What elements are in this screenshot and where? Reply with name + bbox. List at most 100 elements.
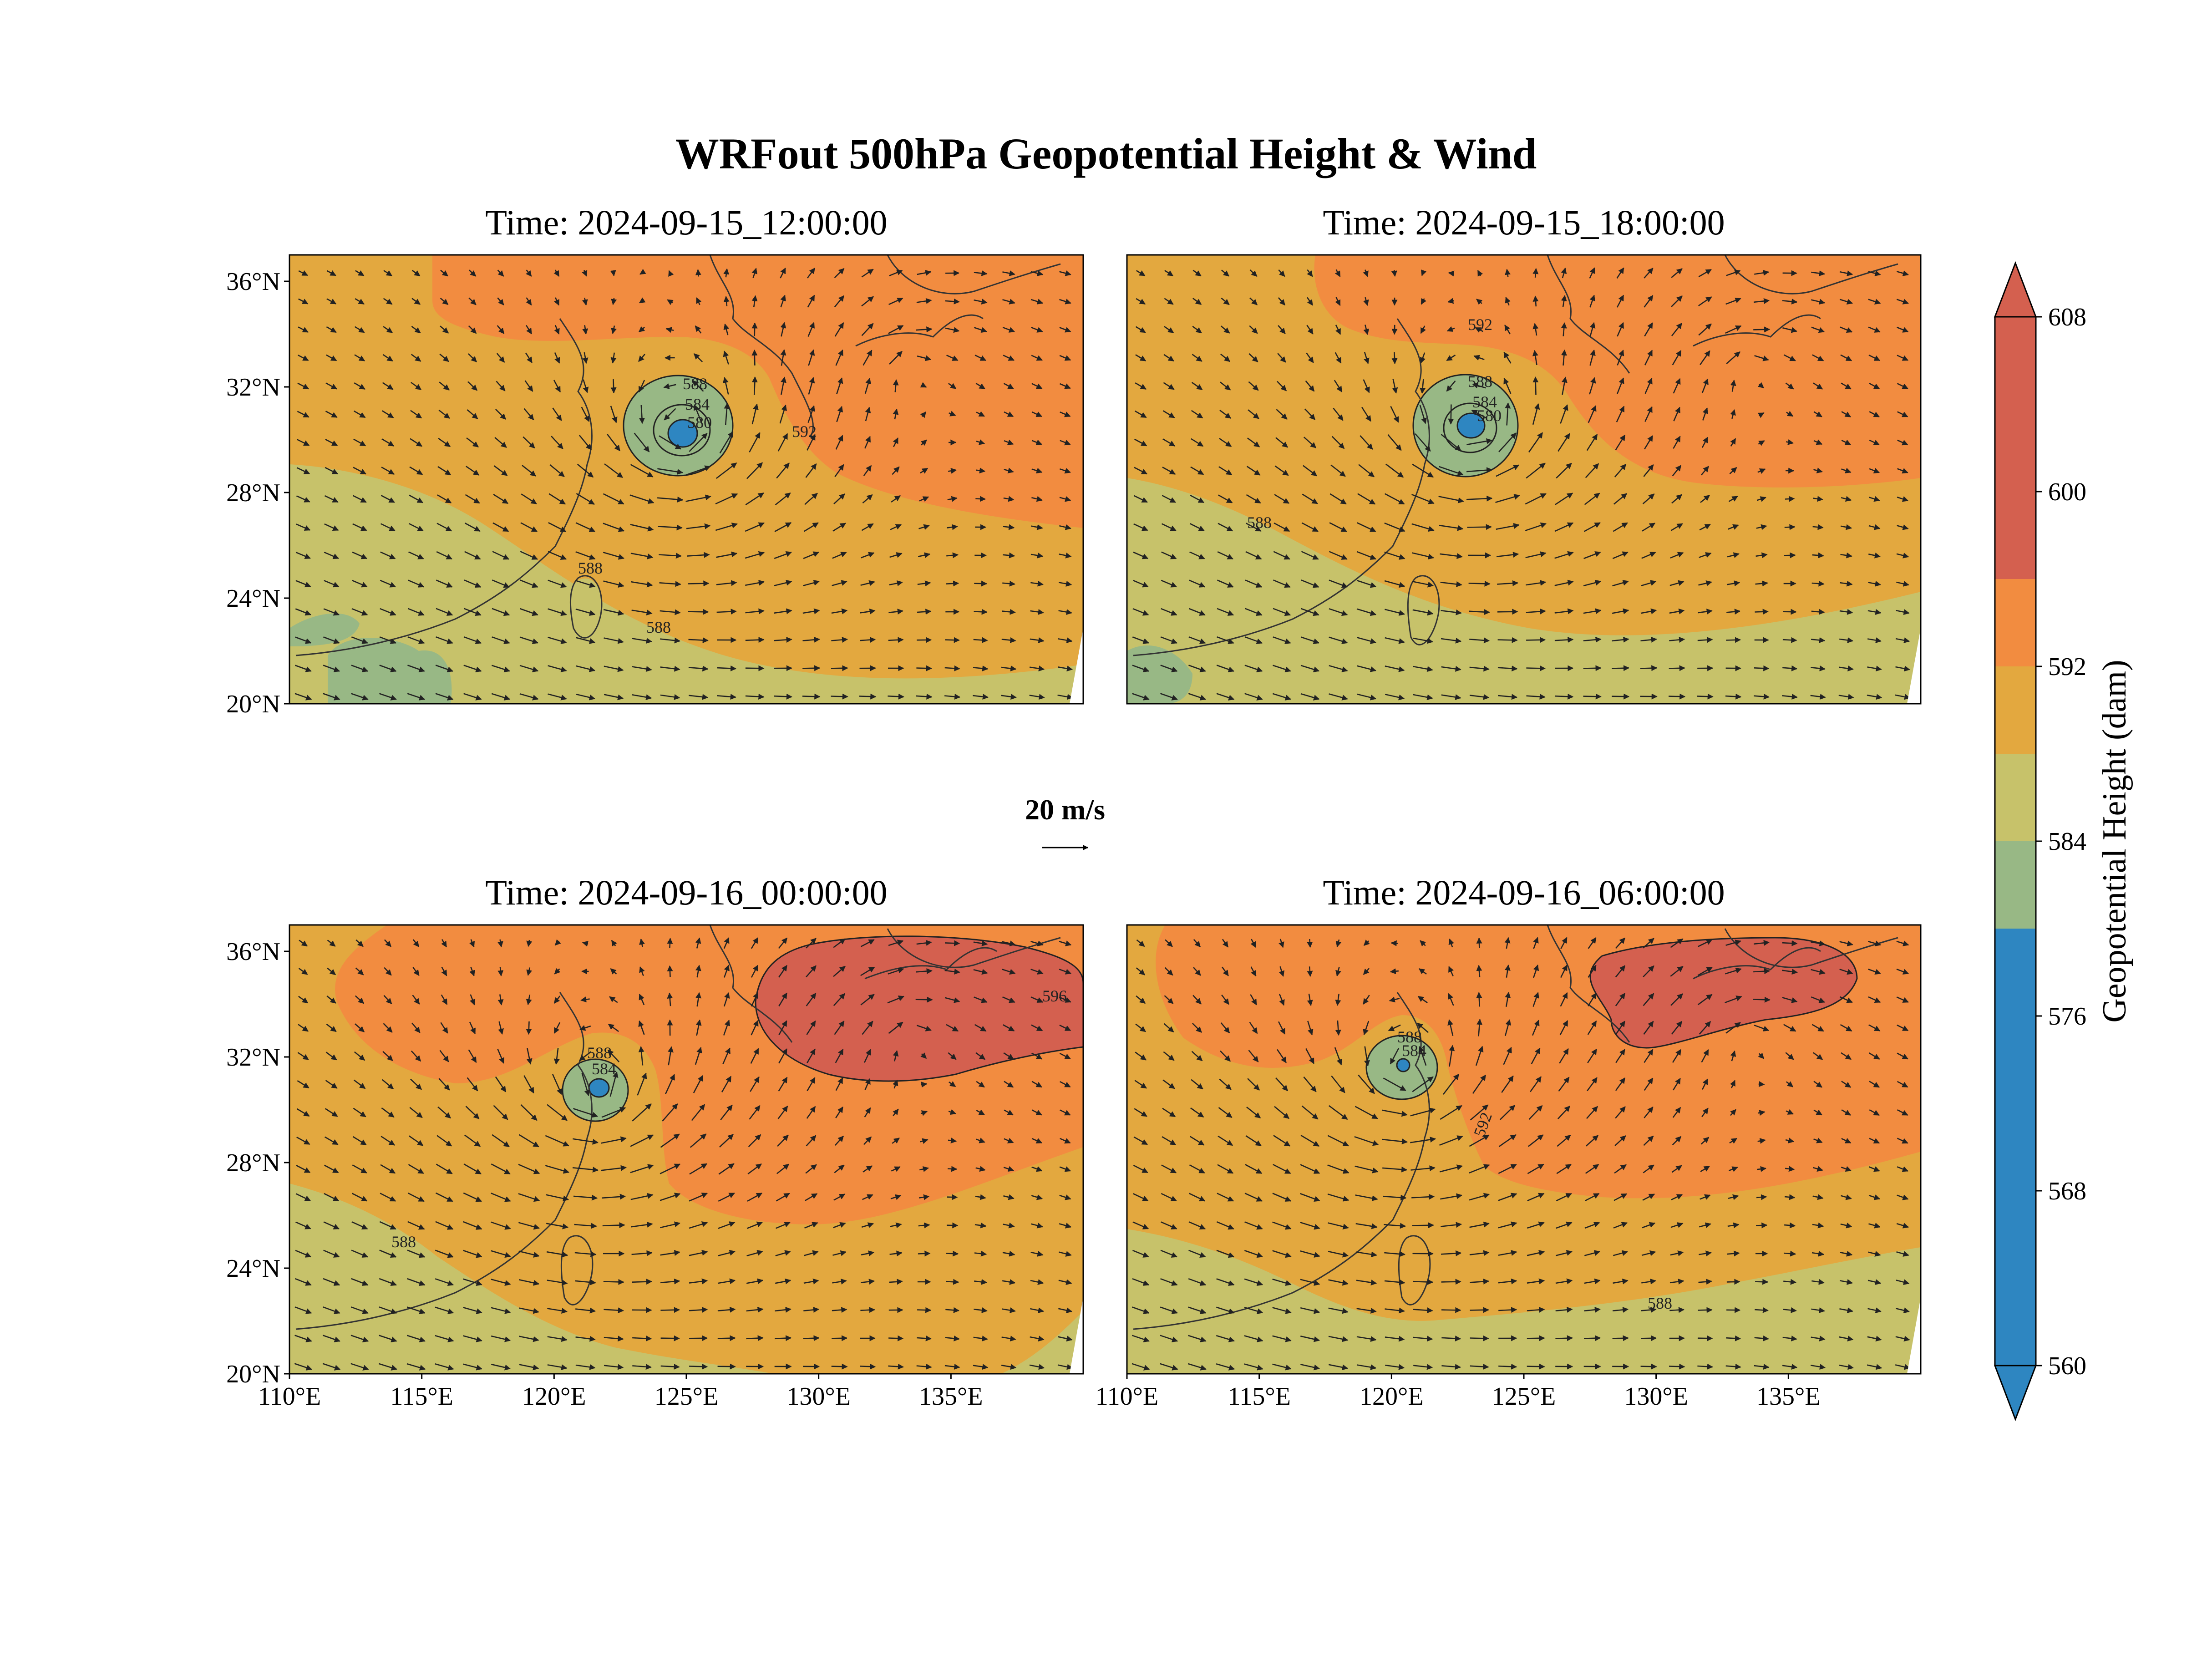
- tick-label: 32°N: [226, 373, 280, 401]
- wind-vector: [947, 524, 958, 530]
- wind-vector: [1466, 438, 1492, 446]
- wind-vector: [893, 408, 899, 420]
- map-panel-4: Time: 2024-09-16_06:00:00 588 584 592 58…: [1126, 873, 1922, 1375]
- wind-vector: [326, 298, 337, 305]
- wind-vector: [1057, 694, 1073, 700]
- wind-vector: [1756, 524, 1767, 530]
- wind-vector: [921, 1082, 928, 1088]
- wind-vector: [1031, 496, 1043, 502]
- wind-vector: [717, 694, 736, 700]
- reference-vector-label: 20 m/s: [1025, 793, 1105, 826]
- tick-label: 130°E: [786, 1382, 851, 1411]
- wind-vector: [493, 465, 508, 476]
- tick-label: 20°N: [226, 690, 280, 718]
- wind-vector: [692, 380, 704, 392]
- wind-vector: [1440, 553, 1463, 559]
- wind-vector: [804, 493, 818, 505]
- wind-vector: [715, 493, 738, 505]
- wind-vector: [1058, 609, 1072, 615]
- wind-vector: [326, 270, 336, 276]
- wind-vector: [1528, 432, 1543, 453]
- wind-vector: [836, 406, 843, 422]
- wind-vector: [920, 439, 927, 446]
- panel-time-label: Time: 2024-09-15_12:00:00: [485, 203, 887, 242]
- wind-vector: [1030, 299, 1044, 305]
- wind-vector: [1756, 496, 1766, 502]
- wind-vector: [1701, 466, 1709, 476]
- wind-vector: [1495, 494, 1520, 503]
- wind-vector: [1643, 464, 1654, 477]
- wind-vector: [611, 325, 617, 334]
- wind-vector: [1644, 350, 1653, 366]
- wind-vector: [1672, 465, 1682, 477]
- colorbar-tick-label: 560: [2048, 1352, 2086, 1380]
- wind-vector: [1756, 1194, 1767, 1200]
- wind-vector: [1441, 434, 1461, 451]
- wind-vector: [526, 297, 532, 306]
- wind-vector: [919, 496, 929, 502]
- wind-vector: [1221, 269, 1230, 277]
- wind-vector: [1784, 1222, 1796, 1229]
- wind-vector: [525, 352, 533, 363]
- wind-vector: [946, 552, 959, 559]
- wind-vector: [354, 354, 365, 361]
- wind-vector: [382, 354, 393, 362]
- wind-vector: [920, 382, 927, 388]
- wind-vector: [834, 464, 844, 477]
- wind-vector: [1585, 463, 1599, 478]
- wind-vector: [523, 436, 535, 449]
- wind-vector: [638, 354, 645, 362]
- wind-vector: [834, 295, 845, 308]
- wind-vector: [833, 493, 845, 504]
- wind-vector: [831, 637, 848, 643]
- wind-vector: [464, 608, 482, 616]
- wind-vector: [383, 298, 393, 305]
- wind-vector: [381, 438, 395, 447]
- wind-vector: [1331, 436, 1345, 449]
- wind-vector: [1532, 268, 1539, 278]
- wind-vector: [495, 409, 507, 420]
- wind-vector: [610, 352, 617, 364]
- wind-vector: [780, 267, 786, 279]
- wind-vector: [1839, 270, 1853, 276]
- wind-vector: [382, 410, 394, 418]
- wind-vector: [1303, 465, 1318, 477]
- wind-vector: [1305, 380, 1315, 392]
- wind-vector: [1868, 354, 1881, 361]
- wind-vector: [1217, 551, 1233, 559]
- wind-vector: [1644, 295, 1654, 308]
- wind-vector: [1841, 496, 1852, 502]
- wind-vector: [746, 1335, 764, 1341]
- wind-vector: [1644, 378, 1653, 394]
- wind-vector: [1161, 551, 1177, 559]
- wind-vector: [410, 438, 423, 447]
- wind-vector: [1304, 408, 1316, 420]
- wind-vector: [1869, 382, 1880, 390]
- wind-vector: [582, 297, 588, 306]
- wind-vector: [381, 495, 395, 503]
- wind-vector: [1588, 405, 1597, 423]
- contour-label: 588: [587, 1044, 612, 1062]
- wind-vector: [610, 406, 618, 423]
- wind-vector: [1306, 352, 1314, 363]
- wind-vector: [630, 523, 654, 532]
- wind-vector: [1059, 299, 1071, 305]
- wind-vector: [519, 636, 539, 644]
- low-core-576: [1456, 412, 1486, 439]
- wind-vector: [1133, 523, 1148, 531]
- wind-vector: [1813, 496, 1823, 502]
- wind-vector: [668, 270, 674, 277]
- wind-vector: [1384, 493, 1405, 505]
- wind-vector: [1897, 524, 1909, 530]
- wind-vector: [946, 1222, 959, 1229]
- wind-vector: [745, 608, 765, 615]
- tick-label: 120°E: [1360, 1382, 1424, 1411]
- wind-vector: [1248, 381, 1259, 391]
- wind-vector: [1496, 464, 1520, 477]
- wind-vector: [581, 406, 590, 422]
- wind-vector: [1702, 407, 1708, 421]
- wind-vector: [1060, 440, 1071, 446]
- colorbar-band-560-580: [1995, 929, 2036, 1366]
- wind-vector: [1869, 439, 1880, 446]
- wind-vector: [436, 608, 453, 616]
